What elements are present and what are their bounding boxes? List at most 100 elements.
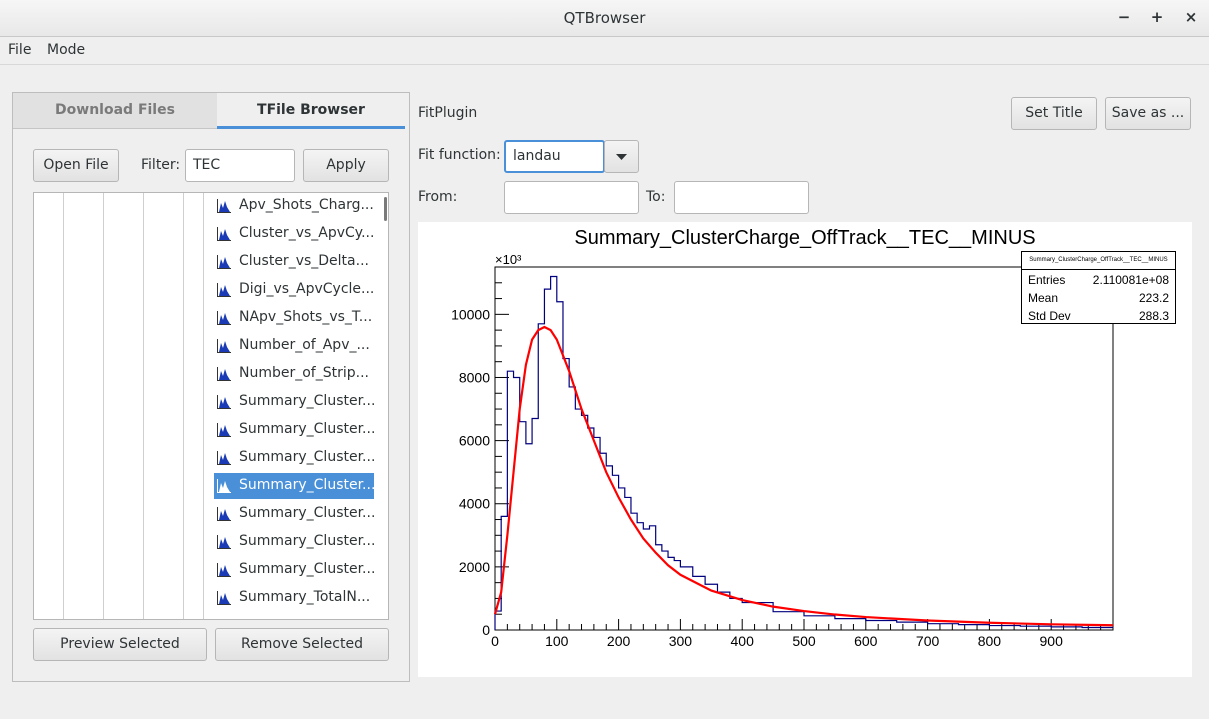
window-titlebar: QTBrowser − + × [0, 0, 1209, 37]
fit-function-dropdown[interactable] [604, 140, 639, 173]
tree-item-label: Summary_TotalN... [239, 589, 371, 605]
tree-item-label: Cluster_vs_ApvCy... [239, 225, 375, 241]
tree-item[interactable]: Number_of_Strip... [214, 361, 374, 387]
tree-item-label: Summary_Cluster... [239, 533, 376, 549]
histogram-icon [217, 311, 231, 325]
tree-item[interactable]: Cluster_vs_Delta... [214, 249, 374, 275]
x-tick-label: 900 [1040, 633, 1064, 649]
histogram-icon [217, 395, 231, 409]
x-tick-label: 500 [792, 633, 816, 649]
to-input[interactable] [674, 181, 809, 214]
tree-item[interactable]: Summary_TotalN... [214, 585, 374, 611]
remove-selected-button[interactable]: Remove Selected [215, 628, 389, 661]
y-tick-label: 4000 [459, 496, 490, 512]
y-tick-label: 6000 [459, 433, 490, 449]
tree-item[interactable]: Summary_Cluster... [214, 389, 376, 415]
stats-mean-value: 223.2 [1138, 291, 1169, 305]
histogram-icon [217, 479, 231, 493]
tree-item-label: Digi_vs_ApvCycle... [239, 281, 375, 297]
filter-label: Filter: [141, 157, 181, 173]
tree-item[interactable]: Summary_Cluster... [214, 557, 376, 583]
stats-stddev-label: Std Dev [1028, 309, 1071, 323]
stats-stddev-value: 288.3 [1138, 309, 1169, 323]
tree-item[interactable]: NApv_Shots_vs_T... [214, 305, 374, 331]
stats-entries-value: 2.110081e+08 [1092, 273, 1169, 287]
x-tick-label: 800 [978, 633, 1002, 649]
histogram-icon [217, 199, 231, 213]
tree-item-label: Summary_Cluster... [239, 421, 376, 437]
tree-item[interactable]: Summary_Cluster... [214, 529, 376, 555]
histogram-icon [217, 255, 231, 269]
fitplugin-title: FitPlugin [418, 105, 478, 121]
histogram-icon [217, 591, 231, 605]
tree-indent-line [63, 193, 64, 619]
y-multiplier-label: ×10³ [495, 252, 522, 267]
histogram-chart: Summary_ClusterCharge_OffTrack__TEC__MIN… [451, 227, 1114, 649]
tree-scrollbar[interactable] [384, 197, 387, 221]
fit-function-combo-input[interactable]: landau [504, 140, 605, 173]
tree-item[interactable]: Summary_Cluster... [214, 417, 376, 443]
tree-item-label: NApv_Shots_vs_T... [239, 309, 373, 325]
tree-item[interactable]: Summary_Cluster... [214, 473, 376, 499]
tree-item[interactable]: Number_of_Apv_... [214, 333, 374, 359]
histogram-icon [217, 367, 231, 381]
tree-item-label: Summary_Cluster... [239, 449, 376, 465]
preview-selected-button[interactable]: Preview Selected [33, 628, 207, 661]
close-button[interactable]: × [1184, 8, 1198, 26]
x-tick-label: 100 [545, 633, 569, 649]
y-tick-label: 2000 [459, 559, 490, 575]
tree-indent-line [183, 193, 184, 619]
tree-item[interactable]: Apv_Shots_Charg... [214, 193, 374, 219]
histogram-icon [217, 227, 231, 241]
set-title-button[interactable]: Set Title [1011, 97, 1097, 130]
apply-button[interactable]: Apply [303, 149, 389, 182]
tab-bar: Download Files TFile Browser [13, 93, 409, 129]
tree-item[interactable]: Summary_Cluster... [214, 501, 376, 527]
menu-mode[interactable]: Mode [47, 42, 86, 58]
chart-title: Summary_ClusterCharge_OffTrack__TEC__MIN… [574, 227, 1035, 249]
maximize-button[interactable]: + [1150, 8, 1164, 26]
tree-item[interactable]: Summary_Cluster... [214, 445, 376, 471]
histogram-icon [217, 451, 231, 465]
minimize-button[interactable]: − [1117, 8, 1131, 26]
histogram-series [494, 275, 1113, 630]
x-tick-label: 200 [607, 633, 631, 649]
histogram-icon [217, 423, 231, 437]
x-tick-label: 0 [491, 633, 499, 649]
from-input[interactable] [504, 181, 639, 214]
tree-item-label: Summary_Cluster... [239, 505, 376, 521]
save-as-button[interactable]: Save as ... [1105, 97, 1191, 130]
window-title: QTBrowser [563, 9, 646, 27]
tree-item-label: Summary_Cluster... [239, 477, 376, 493]
tree-item[interactable]: Cluster_vs_ApvCy... [214, 221, 374, 247]
tree-item[interactable]: Digi_vs_ApvCycle... [214, 277, 374, 303]
tree-item-label: Summary_Cluster... [239, 393, 376, 409]
chevron-down-icon [616, 154, 627, 160]
histogram-icon [217, 563, 231, 577]
tree-indent-line [103, 193, 104, 619]
histogram-icon [217, 283, 231, 297]
open-file-button[interactable]: Open File [33, 149, 119, 182]
x-tick-label: 700 [916, 633, 940, 649]
menu-file[interactable]: File [8, 42, 32, 58]
tree-item-label: Number_of_Apv_... [239, 337, 370, 353]
fit-function-label: Fit function: [418, 147, 501, 163]
stats-mean-label: Mean [1028, 291, 1059, 305]
from-label: From: [418, 189, 458, 205]
stats-entries-row: Entries 2.110081e+08 [1028, 273, 1169, 291]
y-tick-label: 8000 [459, 369, 490, 385]
tree-item-label: Summary_Cluster... [239, 561, 376, 577]
stats-header: Summary_ClusterCharge_OffTrack__TEC__MIN… [1022, 252, 1175, 270]
tab-download-files[interactable]: Download Files [13, 93, 217, 129]
x-tick-label: 400 [731, 633, 755, 649]
filter-input[interactable]: TEC [185, 149, 295, 182]
tree-item-label: Number_of_Strip... [239, 365, 369, 381]
menu-bar: File Mode [0, 37, 1209, 65]
file-tree[interactable]: Apv_Shots_Charg... Cluster_vs_ApvCy... Clu… [33, 192, 389, 620]
stats-stddev-row: Std Dev 288.3 [1028, 309, 1169, 327]
tree-item-label: Apv_Shots_Charg... [239, 197, 374, 213]
histogram-icon [217, 535, 231, 549]
histogram-canvas[interactable]: Summary_ClusterCharge_OffTrack__TEC__MIN… [418, 222, 1192, 677]
tab-tfile-browser[interactable]: TFile Browser [217, 93, 405, 129]
to-label: To: [646, 189, 666, 205]
